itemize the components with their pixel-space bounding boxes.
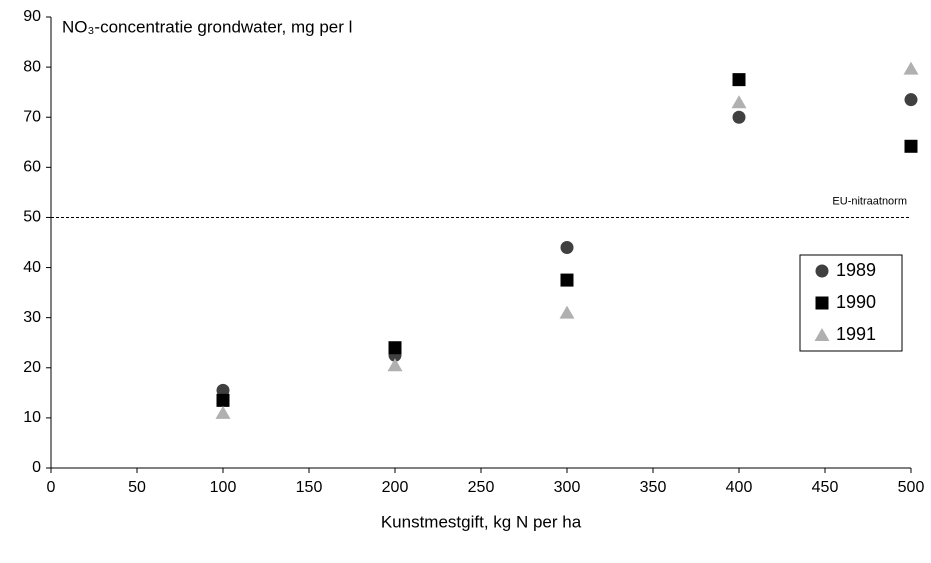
y-tick-label: 40 [23, 259, 41, 276]
x-tick-label: 250 [468, 479, 495, 496]
x-tick-label: 450 [812, 479, 839, 496]
x-tick-label: 0 [47, 479, 56, 496]
x-axis-label: Kunstmestgift, kg N per ha [381, 512, 582, 531]
point [216, 383, 230, 397]
point [732, 73, 746, 87]
y-tick-label: 30 [23, 309, 41, 326]
point [903, 61, 919, 75]
y-tick-label: 50 [23, 209, 41, 226]
legend-label: 1991 [836, 324, 876, 344]
reference-label: EU-nitraatnorm [832, 195, 907, 207]
y-tick-label: 10 [23, 409, 41, 426]
point [560, 273, 574, 287]
y-tick-label: 80 [23, 58, 41, 75]
x-tick-label: 500 [898, 479, 925, 496]
point [387, 358, 403, 372]
legend-marker [814, 328, 830, 341]
x-tick-label: 100 [210, 479, 237, 496]
x-tick-label: 50 [128, 479, 146, 496]
x-tick-label: 200 [382, 479, 409, 496]
y-tick-label: 20 [23, 359, 41, 376]
legend-label: 1990 [836, 292, 876, 312]
legend-marker [815, 264, 829, 278]
y-tick-label: 60 [23, 159, 41, 176]
point [731, 95, 747, 109]
x-tick-label: 150 [296, 479, 323, 496]
point [904, 139, 918, 153]
y-tick-label: 70 [23, 108, 41, 125]
y-tick-label: 90 [23, 8, 41, 25]
point [904, 93, 918, 107]
legend-marker [815, 296, 829, 310]
point [215, 405, 231, 419]
x-tick-label: 300 [554, 479, 581, 496]
x-tick-label: 350 [640, 479, 667, 496]
point [560, 241, 574, 255]
legend-label: 1989 [836, 260, 876, 280]
point [732, 110, 746, 124]
point [388, 341, 402, 355]
point [559, 305, 575, 319]
x-tick-label: 400 [726, 479, 753, 496]
point [216, 393, 230, 407]
chart-title: NO₃-concentratie grondwater, mg per l [62, 17, 352, 36]
y-tick-label: 0 [32, 459, 41, 476]
